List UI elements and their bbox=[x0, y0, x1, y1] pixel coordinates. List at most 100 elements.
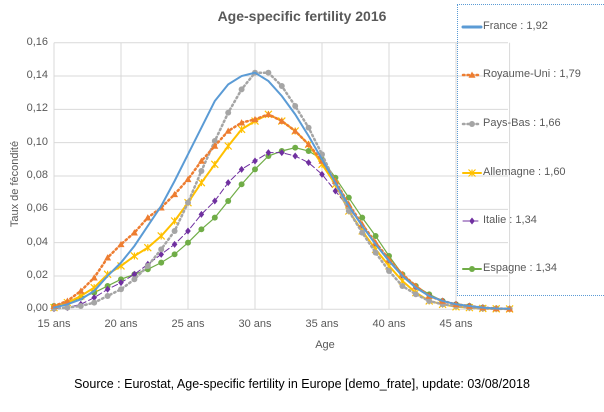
data-point-circle bbox=[372, 233, 379, 239]
data-point-circle bbox=[198, 226, 205, 233]
data-point-circle bbox=[359, 214, 366, 221]
legend-item bbox=[461, 71, 483, 78]
data-point-circle bbox=[225, 198, 232, 204]
data-point-circle bbox=[426, 297, 433, 304]
data-point-circle bbox=[238, 86, 245, 93]
y-tick-label: 0,14 bbox=[26, 69, 48, 82]
data-point-triangle bbox=[278, 117, 286, 124]
data-point-diamond bbox=[469, 217, 475, 225]
legend bbox=[457, 4, 604, 296]
y-tick-label: 0,00 bbox=[26, 302, 48, 315]
data-point-circle bbox=[185, 239, 191, 246]
data-point-diamond bbox=[91, 294, 97, 302]
data-point-diamond bbox=[185, 227, 191, 235]
data-point-diamond bbox=[265, 149, 272, 157]
data-point-circle bbox=[305, 148, 312, 154]
data-point-circle bbox=[386, 268, 392, 274]
data-point-circle bbox=[198, 168, 205, 174]
data-point-circle bbox=[144, 263, 151, 269]
legend-item bbox=[462, 266, 482, 272]
data-point-triangle bbox=[130, 229, 138, 236]
data-point-diamond bbox=[104, 285, 111, 293]
data-point-triangle bbox=[171, 190, 179, 198]
y-tick-label: 0,08 bbox=[26, 169, 48, 181]
legend-label: Allemagne : 1,60 bbox=[483, 166, 566, 178]
data-point-circle bbox=[372, 249, 379, 256]
data-point-triangle bbox=[144, 214, 152, 221]
data-point-triangle bbox=[264, 110, 272, 118]
data-point-triangle bbox=[385, 255, 393, 263]
data-point-triangle bbox=[77, 287, 85, 294]
data-point-diamond bbox=[212, 197, 218, 205]
data-point-circle bbox=[278, 83, 285, 89]
data-point-triangle bbox=[398, 270, 406, 278]
data-point-triangle bbox=[251, 115, 259, 123]
data-point-diamond bbox=[319, 170, 325, 178]
legend-label: Royaume-Uni : 1,79 bbox=[483, 68, 581, 80]
data-point-diamond bbox=[118, 279, 124, 287]
y-tick-label: 0,04 bbox=[26, 235, 48, 248]
data-point-triangle bbox=[291, 127, 299, 134]
data-point-circle bbox=[171, 228, 178, 234]
data-point-star bbox=[157, 232, 166, 240]
data-point-circle bbox=[292, 144, 299, 151]
legend-label: France : 1,92 bbox=[483, 20, 548, 32]
data-point-circle bbox=[359, 229, 366, 236]
data-point-diamond bbox=[252, 157, 258, 165]
legend-item bbox=[461, 121, 483, 127]
data-point-diamond bbox=[131, 270, 138, 278]
data-point-diamond bbox=[198, 210, 205, 218]
data-point-diamond bbox=[292, 152, 298, 160]
data-point-circle bbox=[211, 138, 218, 144]
x-tick-label: 20 ans bbox=[104, 318, 138, 330]
data-point-triangle bbox=[358, 220, 366, 228]
data-point-circle bbox=[158, 246, 165, 253]
data-point-star bbox=[468, 169, 476, 177]
y-tick-label: 0,12 bbox=[26, 102, 48, 115]
data-point-triangle bbox=[238, 119, 246, 126]
data-point-diamond bbox=[171, 240, 178, 248]
data-point-triangle bbox=[104, 254, 112, 261]
data-point-triangle bbox=[331, 177, 339, 184]
x-axis-label: Age bbox=[315, 339, 335, 351]
source-note: Source : Eurostat, Age-specific fertilit… bbox=[74, 377, 530, 391]
x-tick-label: 35 ans bbox=[305, 318, 339, 330]
data-point-circle bbox=[469, 266, 475, 272]
data-point-circle bbox=[399, 282, 406, 289]
data-point-triangle bbox=[90, 274, 98, 281]
data-point-star bbox=[197, 178, 206, 187]
data-point-star bbox=[130, 252, 139, 260]
data-point-circle bbox=[265, 69, 272, 76]
series-line bbox=[53, 71, 511, 310]
data-point-circle bbox=[104, 292, 111, 299]
data-point-diamond bbox=[158, 250, 164, 258]
x-tick-label: 30 ans bbox=[238, 318, 272, 330]
data-point-circle bbox=[185, 199, 191, 206]
data-point-circle bbox=[225, 109, 232, 116]
data-point-circle bbox=[64, 304, 71, 311]
data-point-circle bbox=[305, 124, 312, 131]
data-point-circle bbox=[211, 214, 218, 221]
data-point-triangle bbox=[345, 200, 353, 208]
data-point-circle bbox=[469, 121, 475, 127]
data-point-diamond bbox=[238, 165, 245, 173]
data-point-diamond bbox=[332, 187, 339, 195]
data-point-diamond bbox=[279, 149, 285, 157]
data-point-triangle bbox=[211, 142, 219, 149]
x-tick-label: 45 ans bbox=[439, 318, 473, 330]
data-point-star bbox=[224, 142, 233, 150]
data-point-triangle bbox=[117, 240, 125, 248]
data-point-circle bbox=[238, 181, 245, 188]
data-point-triangle bbox=[224, 127, 232, 134]
data-point-triangle bbox=[197, 157, 205, 164]
data-point-triangle bbox=[63, 297, 71, 304]
x-tick-label: 25 ans bbox=[171, 318, 205, 330]
data-point-circle bbox=[158, 259, 165, 266]
data-point-circle bbox=[91, 299, 98, 306]
data-point-star bbox=[237, 125, 246, 134]
data-point-circle bbox=[412, 291, 419, 298]
data-point-diamond bbox=[305, 159, 312, 167]
data-point-circle bbox=[292, 103, 299, 109]
data-point-circle bbox=[171, 251, 178, 258]
